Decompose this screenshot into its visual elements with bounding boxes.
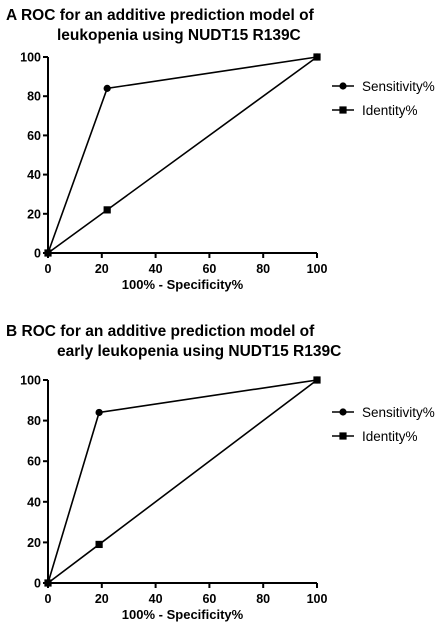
x-tick-label: 40 (149, 262, 163, 276)
data-point-circle (95, 408, 103, 417)
roc-chart-b: 0 20 40 60 80 100 0 20 40 60 80 100 100% - Specifici… (20, 374, 435, 623)
data-point-square (103, 206, 111, 214)
data-point-square (95, 540, 103, 549)
x-tick-label: 60 (202, 262, 216, 276)
x-tick-label: 20 (95, 262, 109, 276)
series-line-square (47, 56, 318, 254)
x-tick-label: 0 (45, 262, 52, 276)
y-tick-label: 80 (27, 414, 41, 428)
data-point-square (44, 579, 52, 587)
series-line-square (47, 379, 318, 584)
y-tick-label: 20 (27, 207, 41, 221)
title-line-2: leukopenia using NUDT15 R139C (57, 27, 301, 44)
data-point-circle (103, 84, 111, 92)
y-tick-label: 100 (20, 51, 41, 65)
y-tick-label: 40 (27, 495, 41, 509)
legend-marker-square (339, 432, 347, 440)
y-tick-label: 100 (20, 374, 41, 388)
roc-chart-a: 0 20 40 60 80 100 0 20 40 60 80 100 100% - Specifici… (20, 51, 435, 293)
x-tick-label: 40 (149, 592, 163, 606)
legend-label: Sensitivity% (362, 405, 435, 420)
data-point-square (44, 249, 52, 257)
panel-letter: B (6, 323, 18, 340)
x-tick-label: 100 (307, 592, 328, 606)
x-axis-label: 100% - Specificity% (122, 277, 244, 292)
title-line-2: early leukopenia using NUDT15 R139C (57, 343, 342, 360)
chart-title: B ROC for an additive prediction model o… (6, 322, 341, 362)
legend-label: Sensitivity% (362, 79, 435, 94)
x-tick-label: 0 (45, 592, 52, 606)
y-tick-label: 0 (34, 247, 41, 261)
y-tick-label: 60 (27, 455, 41, 469)
panel-letter: A (6, 7, 17, 24)
x-tick-label: 80 (256, 262, 270, 276)
legend-label: Identity% (362, 103, 418, 118)
x-tick-label: 20 (95, 592, 109, 606)
roc-panel-a: A ROC for an additive prediction model o… (0, 0, 447, 305)
legend-label: Identity% (362, 429, 418, 444)
data-point-square (313, 376, 321, 384)
y-tick-label: 0 (34, 577, 41, 591)
x-tick-label: 100 (307, 262, 328, 276)
y-tick-label: 60 (27, 129, 41, 143)
chart-title: A ROC for an additive prediction model o… (6, 6, 314, 46)
roc-panel-b: B ROC for an additive prediction model o… (0, 318, 447, 629)
legend-marker-circle (339, 82, 347, 90)
y-tick-label: 40 (27, 168, 41, 182)
y-tick-label: 20 (27, 536, 41, 550)
data-point-square (313, 53, 321, 61)
x-tick-label: 60 (202, 592, 216, 606)
x-axis-label: 100% - Specificity% (122, 607, 244, 622)
title-line-1: ROC for an additive prediction model of (21, 323, 315, 340)
legend-marker-square (339, 106, 347, 114)
title-line-1: ROC for an additive prediction model of (20, 7, 314, 24)
legend-marker-circle (339, 408, 347, 416)
x-tick-label: 80 (256, 592, 270, 606)
y-tick-label: 80 (27, 90, 41, 104)
